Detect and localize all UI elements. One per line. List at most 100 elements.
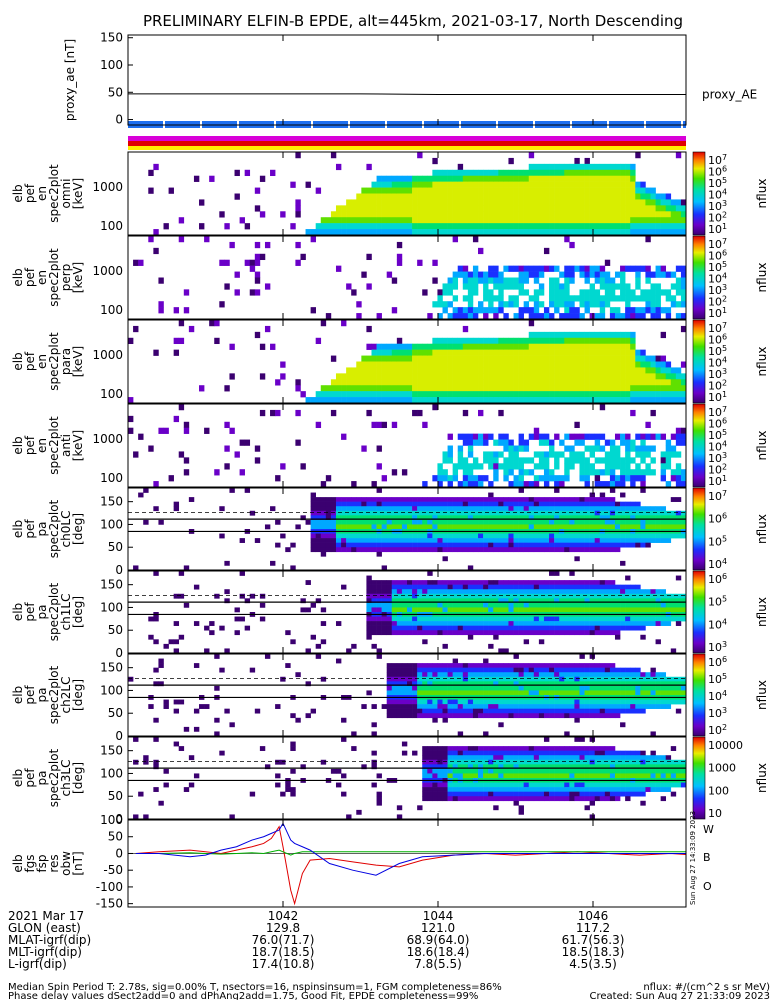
pa-cell — [650, 589, 656, 595]
spec-cell — [614, 199, 621, 206]
spec-cell — [173, 415, 180, 423]
spec-cell — [498, 361, 504, 368]
pa-cell — [508, 598, 514, 604]
spec-cell — [620, 379, 626, 386]
pa-cell — [275, 759, 281, 765]
spec-cell — [564, 433, 570, 440]
spec-cell — [224, 223, 230, 230]
spec-cell — [670, 373, 677, 380]
spec-cell — [386, 379, 393, 386]
spec-cell — [538, 475, 545, 482]
spec-cell — [584, 361, 590, 368]
spec-cell — [625, 391, 631, 398]
spec-cell — [564, 355, 570, 362]
spec-cell — [549, 193, 555, 200]
spec-cell — [508, 187, 514, 194]
pa-cell — [589, 602, 595, 608]
pa-cell — [391, 497, 398, 502]
pa-cell — [396, 690, 403, 696]
spec-cell — [604, 397, 611, 404]
spec-cell — [543, 175, 550, 182]
colorbar-tick-label: 105 — [708, 260, 727, 274]
pa-cell — [574, 667, 580, 673]
pa-cell — [554, 593, 560, 599]
spec-cell — [554, 295, 560, 302]
pa-cell — [361, 510, 367, 516]
pa-cell — [462, 501, 469, 507]
pa-cell — [427, 602, 433, 608]
pa-cell — [579, 672, 585, 678]
spec-cell — [538, 211, 545, 218]
pa-cell — [523, 580, 530, 585]
pa-cell — [371, 497, 377, 502]
pa-cell — [625, 667, 631, 673]
pa-cell — [381, 565, 388, 571]
spec-cell — [351, 223, 357, 230]
pa-cell — [447, 630, 453, 636]
pa-cell — [614, 630, 621, 636]
spec-cell — [188, 325, 195, 333]
pa-cell — [391, 589, 398, 595]
pa-cell — [564, 625, 570, 631]
pa-cell — [559, 589, 565, 595]
pa-cell — [518, 519, 524, 525]
spec-cell — [665, 217, 672, 224]
pa-cell — [457, 672, 464, 678]
spec-cell — [396, 181, 403, 188]
spec-cell — [579, 457, 585, 464]
pa-cell — [407, 515, 413, 521]
pa-cell — [609, 584, 616, 590]
pa-cell — [645, 699, 651, 705]
spec-cell — [543, 229, 550, 236]
pa-cell — [457, 580, 464, 585]
spec-cell — [391, 343, 398, 350]
colorbar-tick-base: 10 — [708, 558, 722, 571]
pa-cell — [655, 598, 661, 604]
spec-cell — [675, 217, 682, 224]
spec-cell — [376, 313, 382, 320]
pa-cell — [604, 538, 611, 543]
spec-cell — [620, 229, 626, 236]
pa-cell — [635, 501, 641, 507]
pa-cell — [549, 593, 555, 599]
pa-cell — [335, 506, 342, 512]
pa-cell — [163, 643, 169, 649]
pa-cell — [442, 580, 448, 585]
pa-cell — [143, 519, 149, 525]
pa-cell — [559, 510, 565, 516]
pa-cell — [396, 607, 403, 613]
pa-cell — [214, 685, 220, 691]
pa-cell — [427, 580, 433, 585]
spec-cell — [655, 301, 661, 308]
y-axis-label-line: para — [59, 348, 73, 375]
spec-cell — [457, 271, 464, 278]
pa-cell — [493, 580, 499, 585]
pa-cell — [609, 501, 616, 507]
spec-cell — [523, 199, 530, 206]
pa-cell — [660, 515, 667, 521]
pa-cell — [523, 515, 530, 521]
pa-cell — [620, 676, 626, 682]
spec-cell — [635, 295, 641, 302]
pa-cell — [472, 681, 479, 687]
spec-cell — [599, 181, 606, 188]
spec-cell — [467, 175, 474, 182]
spec-cell — [513, 337, 519, 345]
pa-cell — [549, 602, 555, 608]
spec-cell — [412, 217, 418, 224]
spec-cell — [549, 379, 555, 386]
spec-cell — [559, 397, 565, 404]
spec-cell — [320, 320, 327, 327]
spec-cell — [183, 427, 190, 434]
pa-cell — [559, 672, 565, 678]
spec-cell — [422, 211, 428, 218]
spec-cell — [391, 211, 398, 218]
pa-cell — [407, 538, 413, 543]
spec-cell — [467, 391, 474, 398]
pa-cell — [574, 515, 580, 521]
pa-cell — [447, 533, 453, 539]
spec-cell — [315, 421, 322, 429]
spec-cell — [381, 361, 388, 368]
spec-cell — [589, 205, 595, 212]
spec-cell — [569, 367, 575, 374]
